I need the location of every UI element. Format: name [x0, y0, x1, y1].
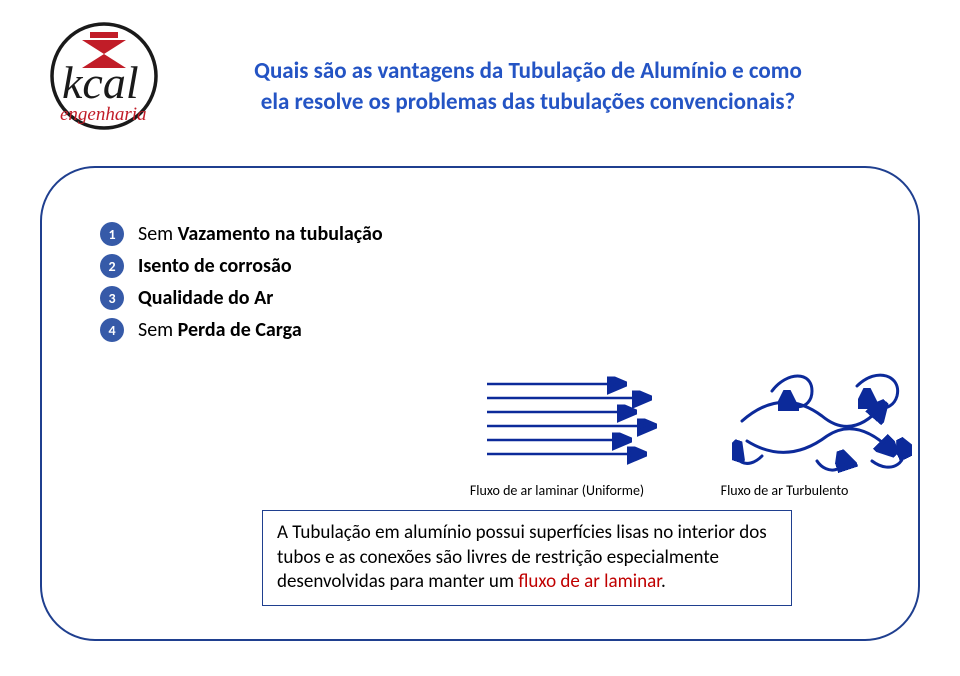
- list-item: 1 Sem Vazamento na tubulação: [100, 222, 874, 246]
- textbox-seg3: .: [661, 570, 666, 593]
- content-bubble: 1 Sem Vazamento na tubulação 2 Isento de…: [40, 166, 920, 641]
- bullet-number: 3: [100, 286, 124, 310]
- list-item: 3 Qualidade do Ar: [100, 286, 874, 310]
- heading-line-2: ela resolve os problemas das tubulações …: [261, 88, 795, 116]
- list-item: 2 Isento de corrosão: [100, 254, 874, 278]
- page-title: Quais são as vantagens da Tubulação de A…: [238, 56, 818, 118]
- explanation-textbox: A Tubulação em alumínio possui superfíci…: [262, 510, 792, 606]
- svg-text:kcal: kcal: [62, 57, 139, 108]
- list-item: 4 Sem Perda de Carga: [100, 318, 874, 342]
- bullet-number: 2: [100, 254, 124, 278]
- bullet-number: 1: [100, 222, 124, 246]
- svg-text:engenharia: engenharia: [60, 104, 147, 125]
- textbox-highlight: fluxo de ar laminar: [518, 570, 661, 593]
- heading-line-1: Quais são as vantagens da Tubulação de A…: [254, 57, 802, 85]
- laminar-flow-icon: [482, 366, 662, 466]
- advantages-list: 1 Sem Vazamento na tubulação 2 Isento de…: [100, 222, 874, 342]
- bullet-number: 4: [100, 318, 124, 342]
- brand-logo: kcal engenharia: [32, 18, 182, 138]
- caption-turbulent: Fluxo de ar Turbulento: [702, 482, 867, 499]
- flow-diagrams: [482, 366, 912, 476]
- diagram-captions: Fluxo de ar laminar (Uniforme) Fluxo de …: [452, 482, 867, 499]
- caption-laminar: Fluxo de ar laminar (Uniforme): [452, 482, 662, 499]
- turbulent-flow-icon: [732, 366, 912, 476]
